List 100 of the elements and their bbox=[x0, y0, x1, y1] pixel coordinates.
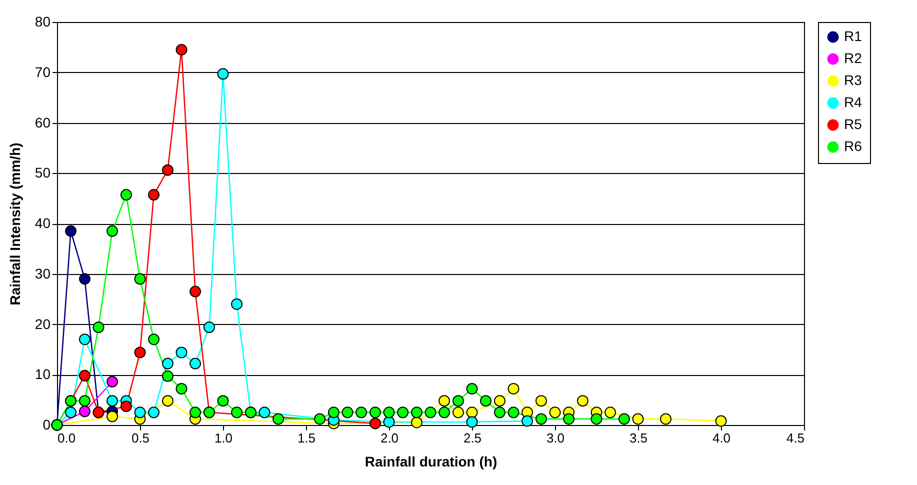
point bbox=[466, 416, 478, 428]
y-tick-label: 0 bbox=[42, 416, 51, 432]
y-tick-label: 20 bbox=[34, 316, 51, 332]
point bbox=[508, 406, 520, 418]
point bbox=[604, 406, 616, 418]
point bbox=[369, 406, 381, 418]
point bbox=[92, 322, 104, 334]
x-tick-label: 2.5 bbox=[463, 430, 482, 446]
point bbox=[272, 413, 284, 425]
legend-label: R2 bbox=[844, 50, 862, 66]
point bbox=[65, 406, 77, 418]
point bbox=[106, 225, 118, 237]
point bbox=[356, 406, 368, 418]
point bbox=[590, 413, 602, 425]
point bbox=[162, 358, 174, 370]
point bbox=[466, 382, 478, 394]
y-tick-label: 80 bbox=[34, 14, 51, 30]
point bbox=[397, 406, 409, 418]
point bbox=[369, 418, 381, 430]
point bbox=[410, 406, 422, 418]
point bbox=[176, 44, 188, 56]
legend-label: R1 bbox=[844, 28, 862, 44]
point bbox=[508, 382, 520, 394]
point bbox=[217, 68, 229, 80]
point bbox=[522, 415, 534, 427]
x-tick-label: 3.0 bbox=[546, 430, 565, 446]
point bbox=[217, 395, 229, 407]
point bbox=[134, 346, 146, 358]
point bbox=[176, 382, 188, 394]
point bbox=[190, 406, 202, 418]
point bbox=[134, 406, 146, 418]
point bbox=[494, 395, 506, 407]
point bbox=[494, 406, 506, 418]
x-tick-label: 4.5 bbox=[786, 430, 804, 446]
y-tick-label: 30 bbox=[34, 265, 51, 282]
y-tick-label: 50 bbox=[34, 164, 51, 181]
point bbox=[78, 273, 90, 285]
x-tick-label: 2.0 bbox=[380, 430, 399, 446]
point bbox=[106, 376, 118, 388]
point bbox=[78, 406, 90, 418]
point bbox=[134, 273, 146, 285]
point bbox=[106, 395, 118, 407]
y-tick-label: 40 bbox=[34, 215, 51, 231]
y-tick-label: 10 bbox=[34, 366, 51, 382]
point bbox=[715, 415, 727, 427]
point bbox=[480, 395, 492, 407]
point bbox=[632, 413, 644, 425]
point bbox=[120, 400, 132, 412]
point bbox=[148, 406, 160, 418]
point bbox=[438, 395, 450, 407]
point bbox=[576, 395, 588, 407]
point bbox=[452, 395, 464, 407]
point bbox=[342, 406, 354, 418]
y-tick-label: 70 bbox=[34, 64, 51, 80]
point bbox=[106, 410, 118, 422]
y-tick-label: 60 bbox=[34, 114, 51, 130]
legend-label: R3 bbox=[844, 72, 862, 88]
point bbox=[549, 406, 561, 418]
point bbox=[203, 322, 215, 334]
point bbox=[328, 406, 340, 418]
point bbox=[535, 395, 547, 407]
point bbox=[424, 406, 436, 418]
point bbox=[162, 164, 174, 176]
point bbox=[618, 413, 630, 425]
point bbox=[176, 346, 188, 358]
y-axis-title: Rainfall Intensity (mm/h) bbox=[6, 142, 23, 306]
point bbox=[78, 395, 90, 407]
legend-label: R5 bbox=[844, 116, 862, 132]
point bbox=[148, 189, 160, 201]
point bbox=[190, 358, 202, 370]
point bbox=[438, 406, 450, 418]
point bbox=[410, 416, 422, 428]
point bbox=[535, 413, 547, 425]
point bbox=[231, 406, 243, 418]
x-tick-label: 1.5 bbox=[297, 430, 316, 446]
point bbox=[78, 334, 90, 346]
point bbox=[162, 395, 174, 407]
legend-label: R6 bbox=[844, 138, 862, 154]
point bbox=[120, 189, 132, 201]
x-tick-label: 1.0 bbox=[214, 430, 233, 446]
point bbox=[466, 406, 478, 418]
legend-label: R4 bbox=[844, 94, 862, 110]
point bbox=[660, 413, 672, 425]
point bbox=[65, 225, 77, 237]
point bbox=[258, 406, 270, 418]
point bbox=[563, 413, 575, 425]
point bbox=[231, 298, 243, 310]
point bbox=[383, 406, 395, 418]
point bbox=[452, 406, 464, 418]
point bbox=[190, 286, 202, 298]
point bbox=[314, 413, 326, 425]
x-tick-label: 4.0 bbox=[712, 430, 731, 446]
x-tick-label: 3.5 bbox=[629, 430, 648, 446]
x-tick-label: 0.5 bbox=[131, 430, 150, 446]
point bbox=[383, 416, 395, 428]
point bbox=[78, 370, 90, 382]
x-axis-title: Rainfall duration (h) bbox=[364, 454, 498, 470]
point bbox=[162, 370, 174, 382]
x-tick-label: 0.0 bbox=[58, 430, 76, 446]
point bbox=[148, 334, 160, 346]
